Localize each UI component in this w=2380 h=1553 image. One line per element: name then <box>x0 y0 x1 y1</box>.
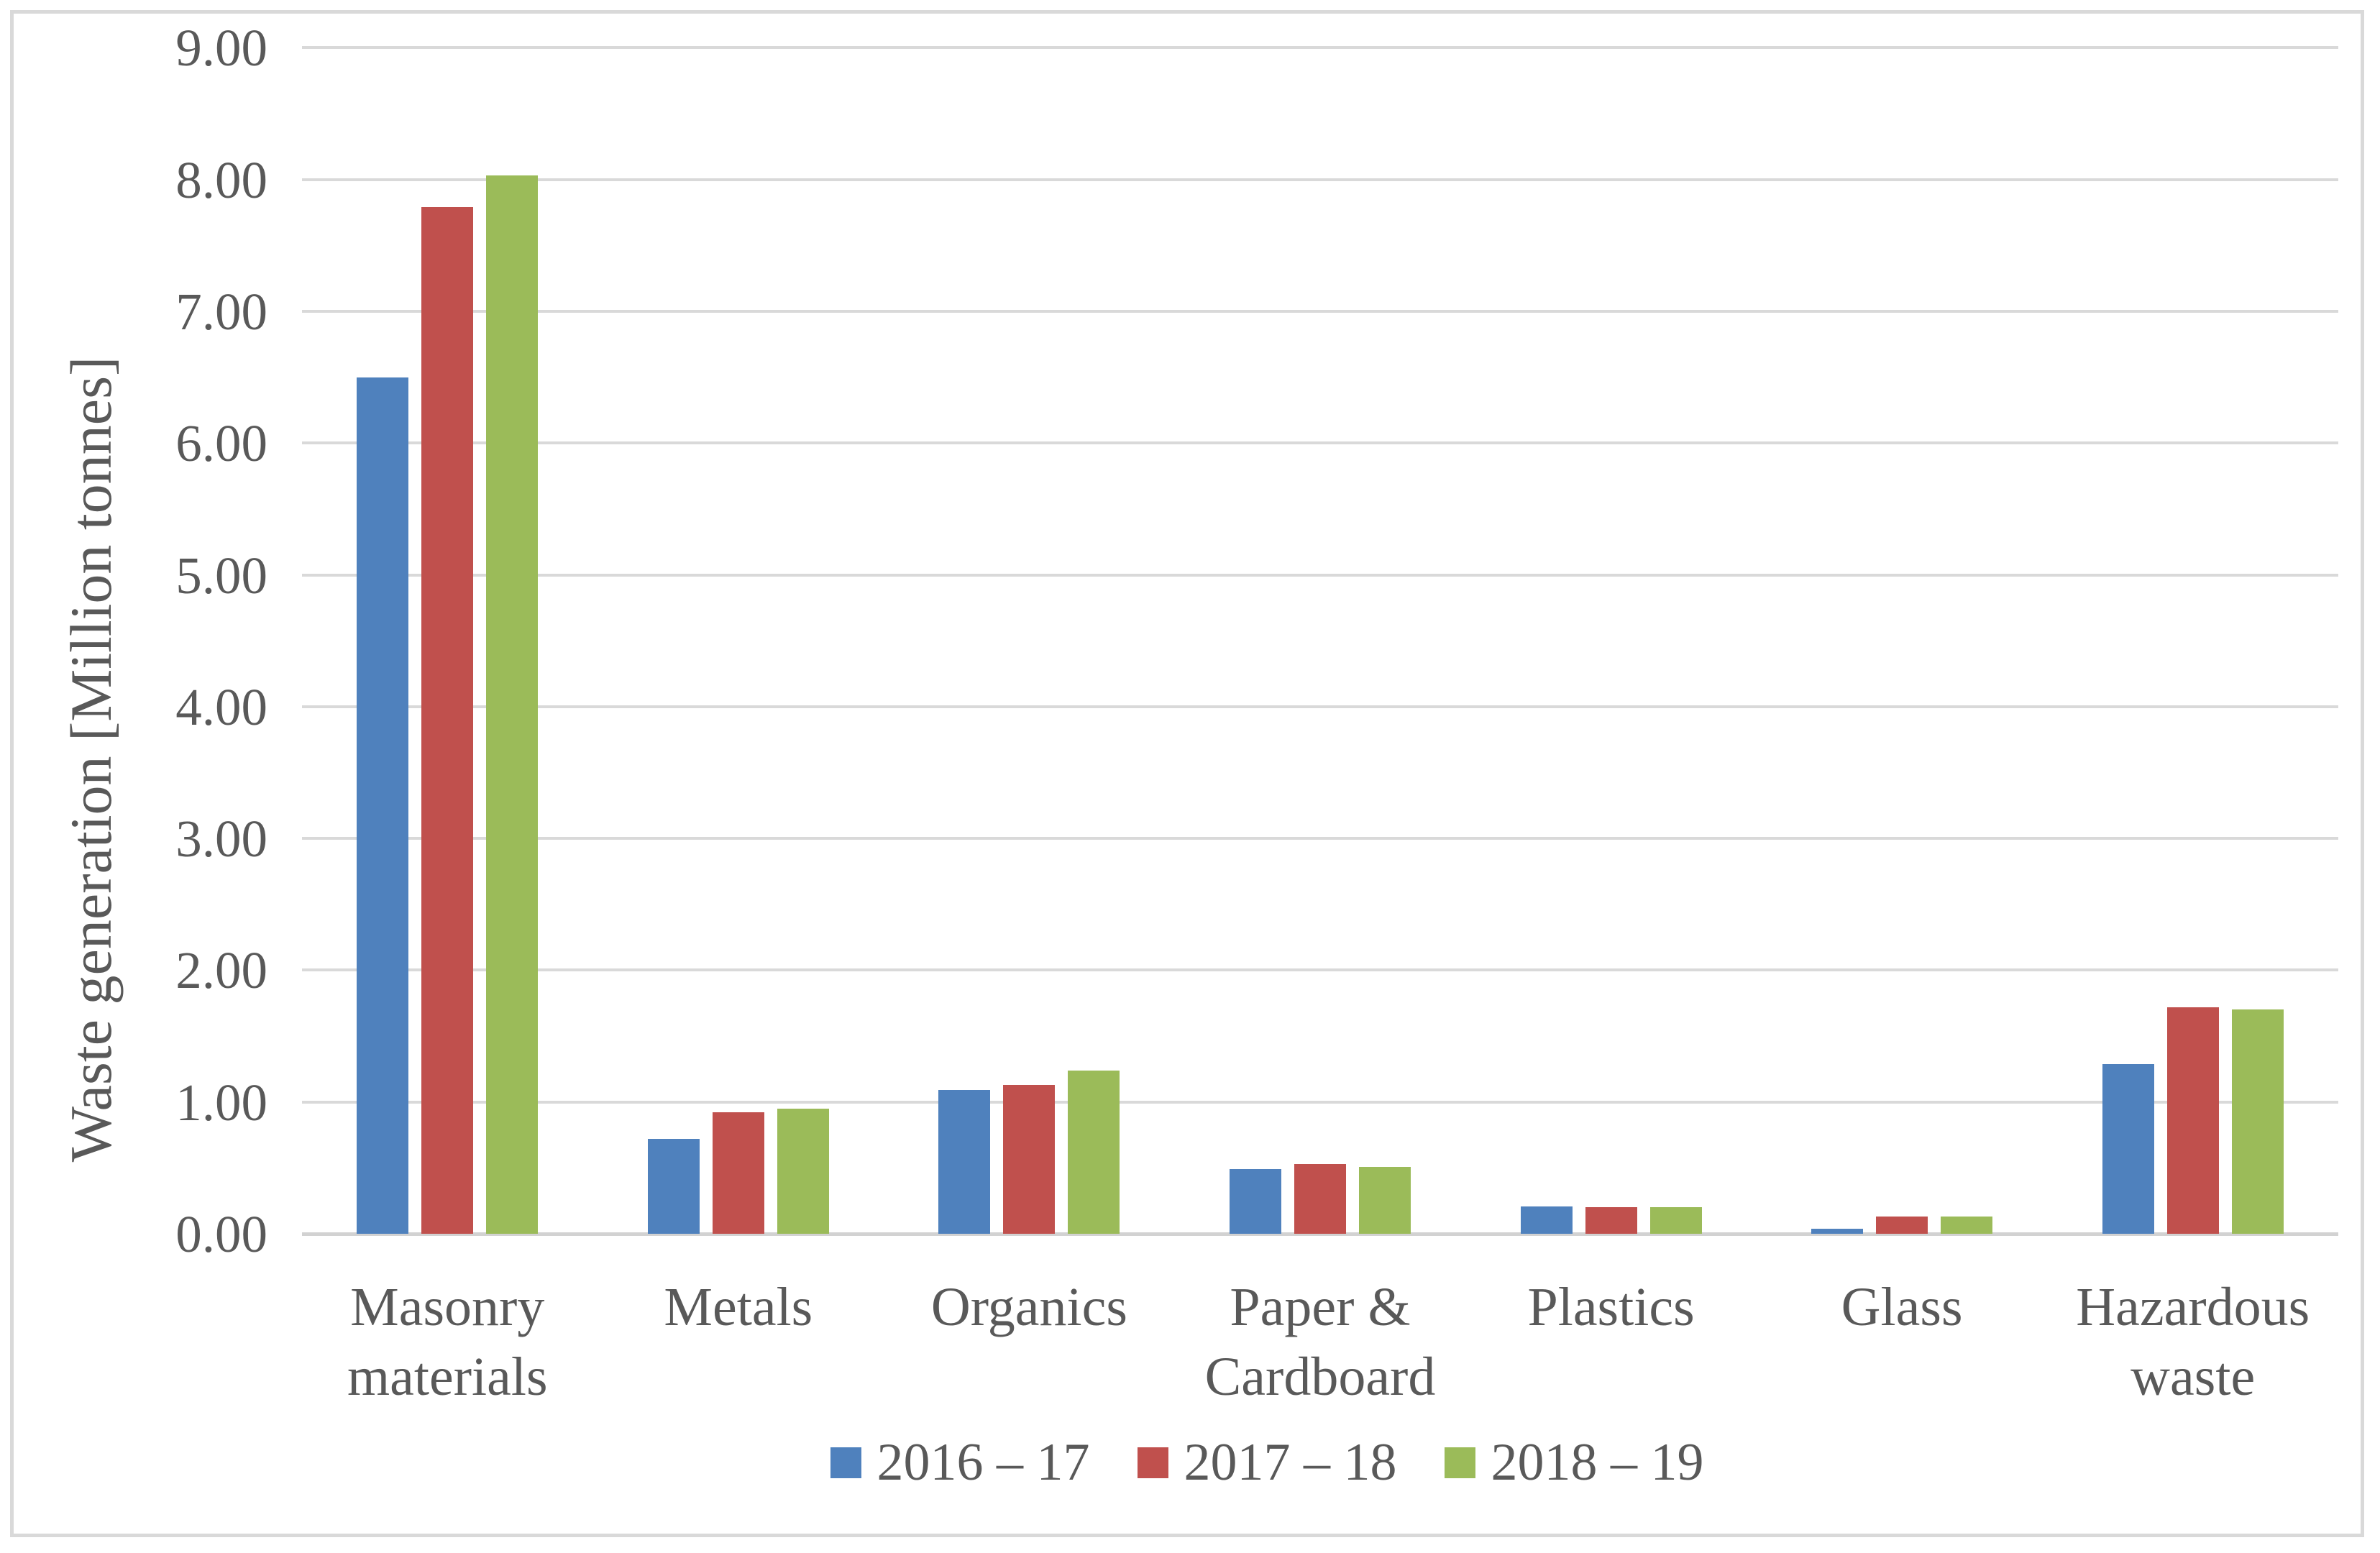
x-category-label: Hazardous waste <box>2076 1277 2310 1408</box>
bar-2016–17-5 <box>1811 1228 1864 1234</box>
gridline-1 <box>302 1100 2338 1104</box>
x-category-label: Organics <box>930 1277 1127 1337</box>
y-tick-label: 7.00 <box>175 282 267 341</box>
y-tick-label: 6.00 <box>175 414 267 473</box>
x-category-label: Masonry materials <box>347 1277 548 1408</box>
legend-label: 2016 – 17 <box>877 1433 1090 1492</box>
bar-2017–18-0 <box>421 207 474 1234</box>
y-tick-label: 3.00 <box>175 810 267 869</box>
y-tick-label: 2.00 <box>175 941 267 1000</box>
bar-2016–17-1 <box>647 1139 700 1234</box>
legend-swatch-icon <box>830 1447 861 1478</box>
gridline-9 <box>302 46 2338 50</box>
bar-2018–19-6 <box>2231 1009 2284 1234</box>
gridline-4 <box>302 705 2338 708</box>
x-axis-line <box>302 1232 2338 1236</box>
legend: 2016 – 17 2017 – 18 2018 – 19 <box>77 1436 2380 1489</box>
x-category-label: Glass <box>1841 1277 1963 1337</box>
legend-label: 2018 – 19 <box>1491 1433 1704 1492</box>
bar-2016–17-0 <box>357 377 409 1234</box>
bar-2017–18-6 <box>2166 1007 2219 1234</box>
x-category-label: Plastics <box>1527 1277 1695 1337</box>
bar-2016–17-3 <box>1230 1169 1281 1234</box>
y-tick-label: 4.00 <box>175 677 267 736</box>
bar-2018–19-1 <box>777 1108 829 1234</box>
gridline-5 <box>302 573 2338 577</box>
gridline-6 <box>302 441 2338 445</box>
gridline-7 <box>302 309 2338 313</box>
legend-item: 2017 – 18 <box>1137 1433 1397 1492</box>
y-tick-label: 0.00 <box>175 1205 267 1263</box>
bar-2016–17-6 <box>2102 1063 2154 1234</box>
bar-2017–18-3 <box>1294 1163 1346 1234</box>
legend-swatch-icon <box>1444 1447 1475 1478</box>
bar-2018–19-3 <box>1359 1166 1411 1234</box>
bar-2016–17-4 <box>1520 1206 1573 1234</box>
chart-figure: Waste generation [Million tonnes] 2016 –… <box>10 10 2364 1537</box>
bar-2017–18-4 <box>1585 1207 1637 1234</box>
y-tick-label: 1.00 <box>175 1073 267 1132</box>
y-tick-label: 5.00 <box>175 546 267 605</box>
bar-2018–19-5 <box>1941 1217 1993 1234</box>
y-tick-label: 9.00 <box>175 19 267 78</box>
legend-swatch-icon <box>1137 1447 1168 1478</box>
x-category-label: Metals <box>664 1277 813 1337</box>
bar-2018–19-4 <box>1649 1207 1702 1234</box>
gridline-2 <box>302 968 2338 972</box>
gridline-8 <box>302 178 2338 181</box>
bar-2017–18-2 <box>1003 1084 1056 1234</box>
y-tick-label: 8.00 <box>175 150 267 209</box>
bar-2018–19-2 <box>1068 1070 1120 1234</box>
gridline-3 <box>302 837 2338 840</box>
legend-item: 2018 – 19 <box>1444 1433 1704 1492</box>
legend-item: 2016 – 17 <box>830 1436 1090 1489</box>
legend-label: 2017 – 18 <box>1184 1433 1397 1492</box>
bar-2017–18-5 <box>1876 1217 1928 1234</box>
x-category-label: Paper & Cardboard <box>1204 1277 1436 1408</box>
bar-2018–19-0 <box>486 175 539 1234</box>
bar-2017–18-1 <box>712 1112 764 1234</box>
bar-2016–17-2 <box>938 1090 991 1234</box>
